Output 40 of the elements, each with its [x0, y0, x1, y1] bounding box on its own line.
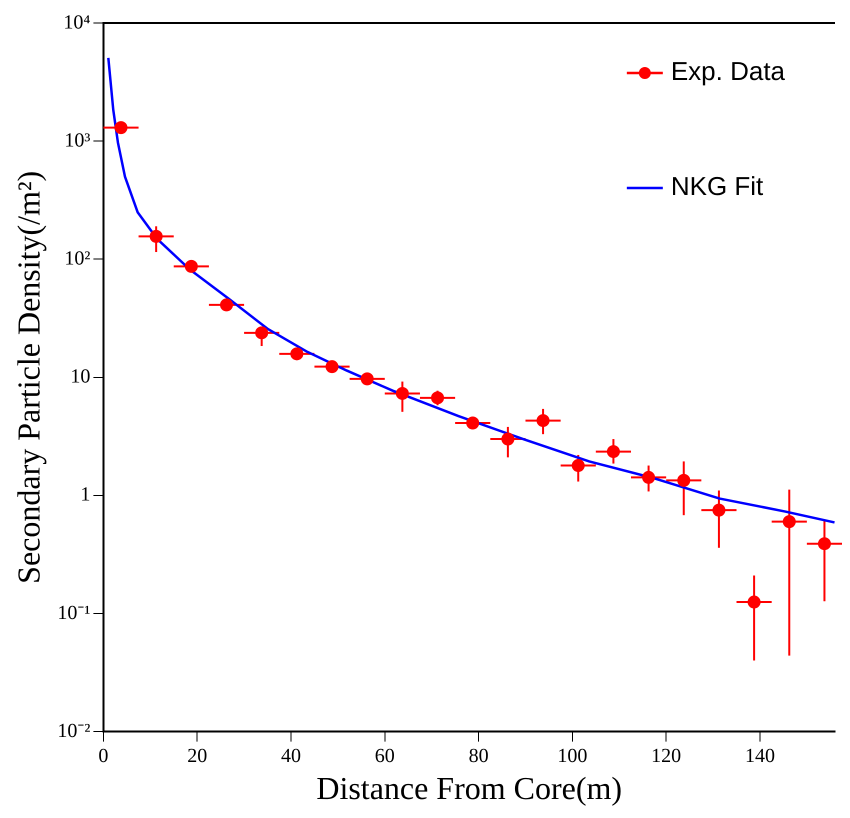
y-tick-label: 10 — [70, 366, 90, 388]
y-tick-label: 10³ — [64, 129, 90, 152]
x-tick-label: 60 — [374, 744, 395, 767]
legend-label: NKG Fit — [670, 171, 764, 202]
x-tick-label: 80 — [468, 744, 489, 767]
point — [501, 432, 514, 446]
point — [290, 347, 304, 360]
legend-label: Exp. Data — [670, 56, 786, 86]
point — [748, 596, 761, 609]
x-tick-label: 0 — [98, 744, 108, 767]
point — [220, 298, 234, 312]
point — [396, 386, 409, 400]
y-tick-label: 10⁴ — [63, 11, 90, 34]
x-tick-label: 120 — [651, 744, 682, 767]
point — [360, 372, 374, 386]
y-tick-label: 1 — [80, 484, 90, 506]
y-tick-label: 10² — [64, 247, 90, 270]
point — [326, 360, 339, 374]
point — [255, 326, 268, 340]
x-tick-label: 20 — [187, 744, 208, 767]
x-tick-label: 140 — [744, 744, 775, 767]
point — [782, 515, 796, 528]
point — [642, 470, 656, 484]
point — [677, 474, 690, 487]
point — [712, 504, 726, 517]
point — [184, 260, 198, 273]
x-axis-title: Distance From Core(m) — [316, 770, 622, 806]
y-axis-title: Secondary Particle Density(/m²) — [10, 170, 47, 584]
point — [572, 459, 585, 472]
point — [466, 416, 480, 430]
point — [606, 445, 620, 458]
point — [818, 537, 831, 550]
point — [150, 230, 163, 243]
x-tick-label: 40 — [280, 744, 301, 767]
x-tick-label: 100 — [557, 744, 588, 767]
point — [431, 391, 444, 404]
point — [114, 121, 128, 134]
y-tick-label: 10⁻² — [57, 720, 90, 742]
y-tick-label: 10⁻¹ — [57, 602, 90, 624]
point — [536, 414, 550, 428]
